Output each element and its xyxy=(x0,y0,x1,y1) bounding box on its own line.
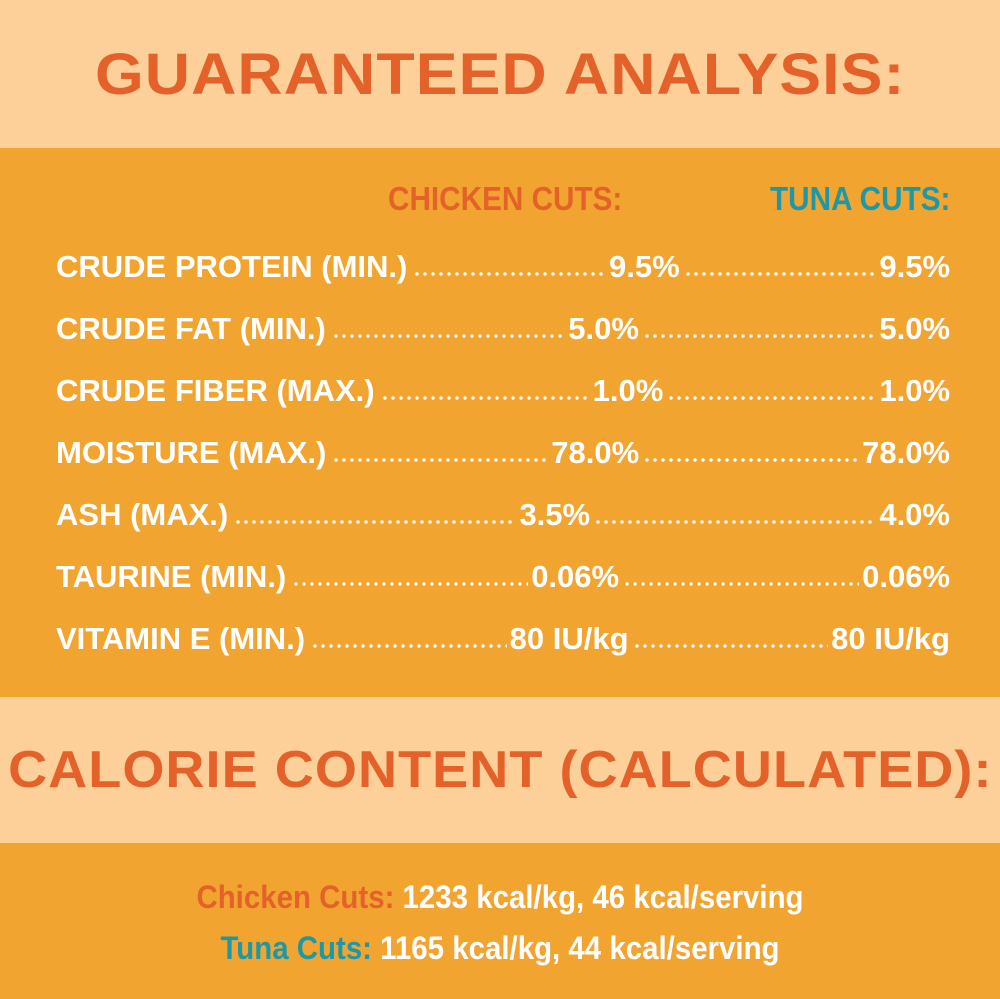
tuna-value: 80 IU/kg xyxy=(831,621,950,656)
analysis-title: GUARANTEED ANALYSIS: xyxy=(94,41,906,107)
calorie-label-tuna: Tuna Cuts: xyxy=(220,930,372,966)
dot-leader xyxy=(594,519,877,525)
chicken-value: 9.5% xyxy=(609,249,680,284)
chicken-column-header: CHICKEN CUTS: xyxy=(387,180,622,217)
table-row: MOISTURE (MAX.) 78.0% 78.0% xyxy=(56,422,950,484)
dot-leader xyxy=(234,519,517,525)
nutrient-name: TAURINE (MIN.) xyxy=(56,559,287,594)
calorie-values: Chicken Cuts: 1233 kcal/kg, 46 kcal/serv… xyxy=(0,843,1000,999)
nutrient-name: CRUDE PROTEIN (MIN.) xyxy=(56,249,408,284)
tuna-column-header: TUNA CUTS: xyxy=(769,180,950,217)
dot-leader xyxy=(632,643,829,649)
calorie-line-tuna: Tuna Cuts: 1165 kcal/kg, 44 kcal/serving xyxy=(40,916,960,967)
table-row: CRUDE PROTEIN (MIN.) 9.5% 9.5% xyxy=(56,236,950,298)
tuna-value: 78.0% xyxy=(862,435,950,470)
dot-leader xyxy=(683,271,877,277)
calorie-line-chicken: Chicken Cuts: 1233 kcal/kg, 46 kcal/serv… xyxy=(40,843,960,916)
calorie-value-tuna: 1165 kcal/kg, 44 kcal/serving xyxy=(380,930,780,966)
table-row: CRUDE FAT (MIN.) 5.0% 5.0% xyxy=(56,298,950,360)
chicken-value: 3.5% xyxy=(519,497,591,532)
nutrient-name: VITAMIN E (MIN.) xyxy=(56,621,306,656)
calorie-title: CALORIE CONTENT (CALCULATED): xyxy=(7,741,993,799)
dot-leader xyxy=(292,581,529,587)
chicken-value: 5.0% xyxy=(568,311,639,346)
table-row: ASH (MAX.) 3.5% 4.0% xyxy=(56,484,950,546)
chicken-value: 80 IU/kg xyxy=(509,621,629,656)
dot-leader xyxy=(667,395,877,401)
tuna-value: 1.0% xyxy=(879,373,951,408)
dot-leader xyxy=(642,333,877,339)
calorie-label-chicken: Chicken Cuts: xyxy=(196,879,395,915)
calorie-header-band: CALORIE CONTENT (CALCULATED): xyxy=(0,697,1000,843)
nutrient-name: MOISTURE (MAX.) xyxy=(56,435,327,470)
tuna-value: 9.5% xyxy=(879,249,951,284)
table-row: VITAMIN E (MIN.) 80 IU/kg 80 IU/kg xyxy=(56,608,950,670)
dot-leader xyxy=(332,457,549,463)
analysis-header-band: GUARANTEED ANALYSIS: xyxy=(0,0,1000,148)
dot-leader xyxy=(623,581,860,587)
analysis-rows: CRUDE PROTEIN (MIN.) 9.5% 9.5% CRUDE FAT… xyxy=(56,236,950,670)
chicken-value: 1.0% xyxy=(592,373,664,408)
nutrient-name: CRUDE FIBER (MAX.) xyxy=(56,373,375,408)
dot-leader xyxy=(331,333,566,339)
dot-leader xyxy=(413,271,606,277)
nutrient-name: CRUDE FAT (MIN.) xyxy=(56,311,326,346)
table-row: TAURINE (MIN.) 0.06% 0.06% xyxy=(56,546,950,608)
chicken-value: 78.0% xyxy=(551,435,640,470)
table-row: CRUDE FIBER (MAX.) 1.0% 1.0% xyxy=(56,360,950,422)
dot-leader xyxy=(643,457,860,463)
tuna-value: 0.06% xyxy=(862,559,951,594)
chicken-value: 0.06% xyxy=(531,559,620,594)
analysis-table: CHICKEN CUTS: TUNA CUTS: CRUDE PROTEIN (… xyxy=(0,148,1000,697)
tuna-value: 4.0% xyxy=(879,497,950,532)
dot-leader xyxy=(311,643,507,649)
dot-leader xyxy=(380,395,590,401)
tuna-value: 5.0% xyxy=(879,311,951,346)
nutrient-name: ASH (MAX.) xyxy=(56,497,229,532)
calorie-value-chicken: 1233 kcal/kg, 46 kcal/serving xyxy=(402,879,804,915)
